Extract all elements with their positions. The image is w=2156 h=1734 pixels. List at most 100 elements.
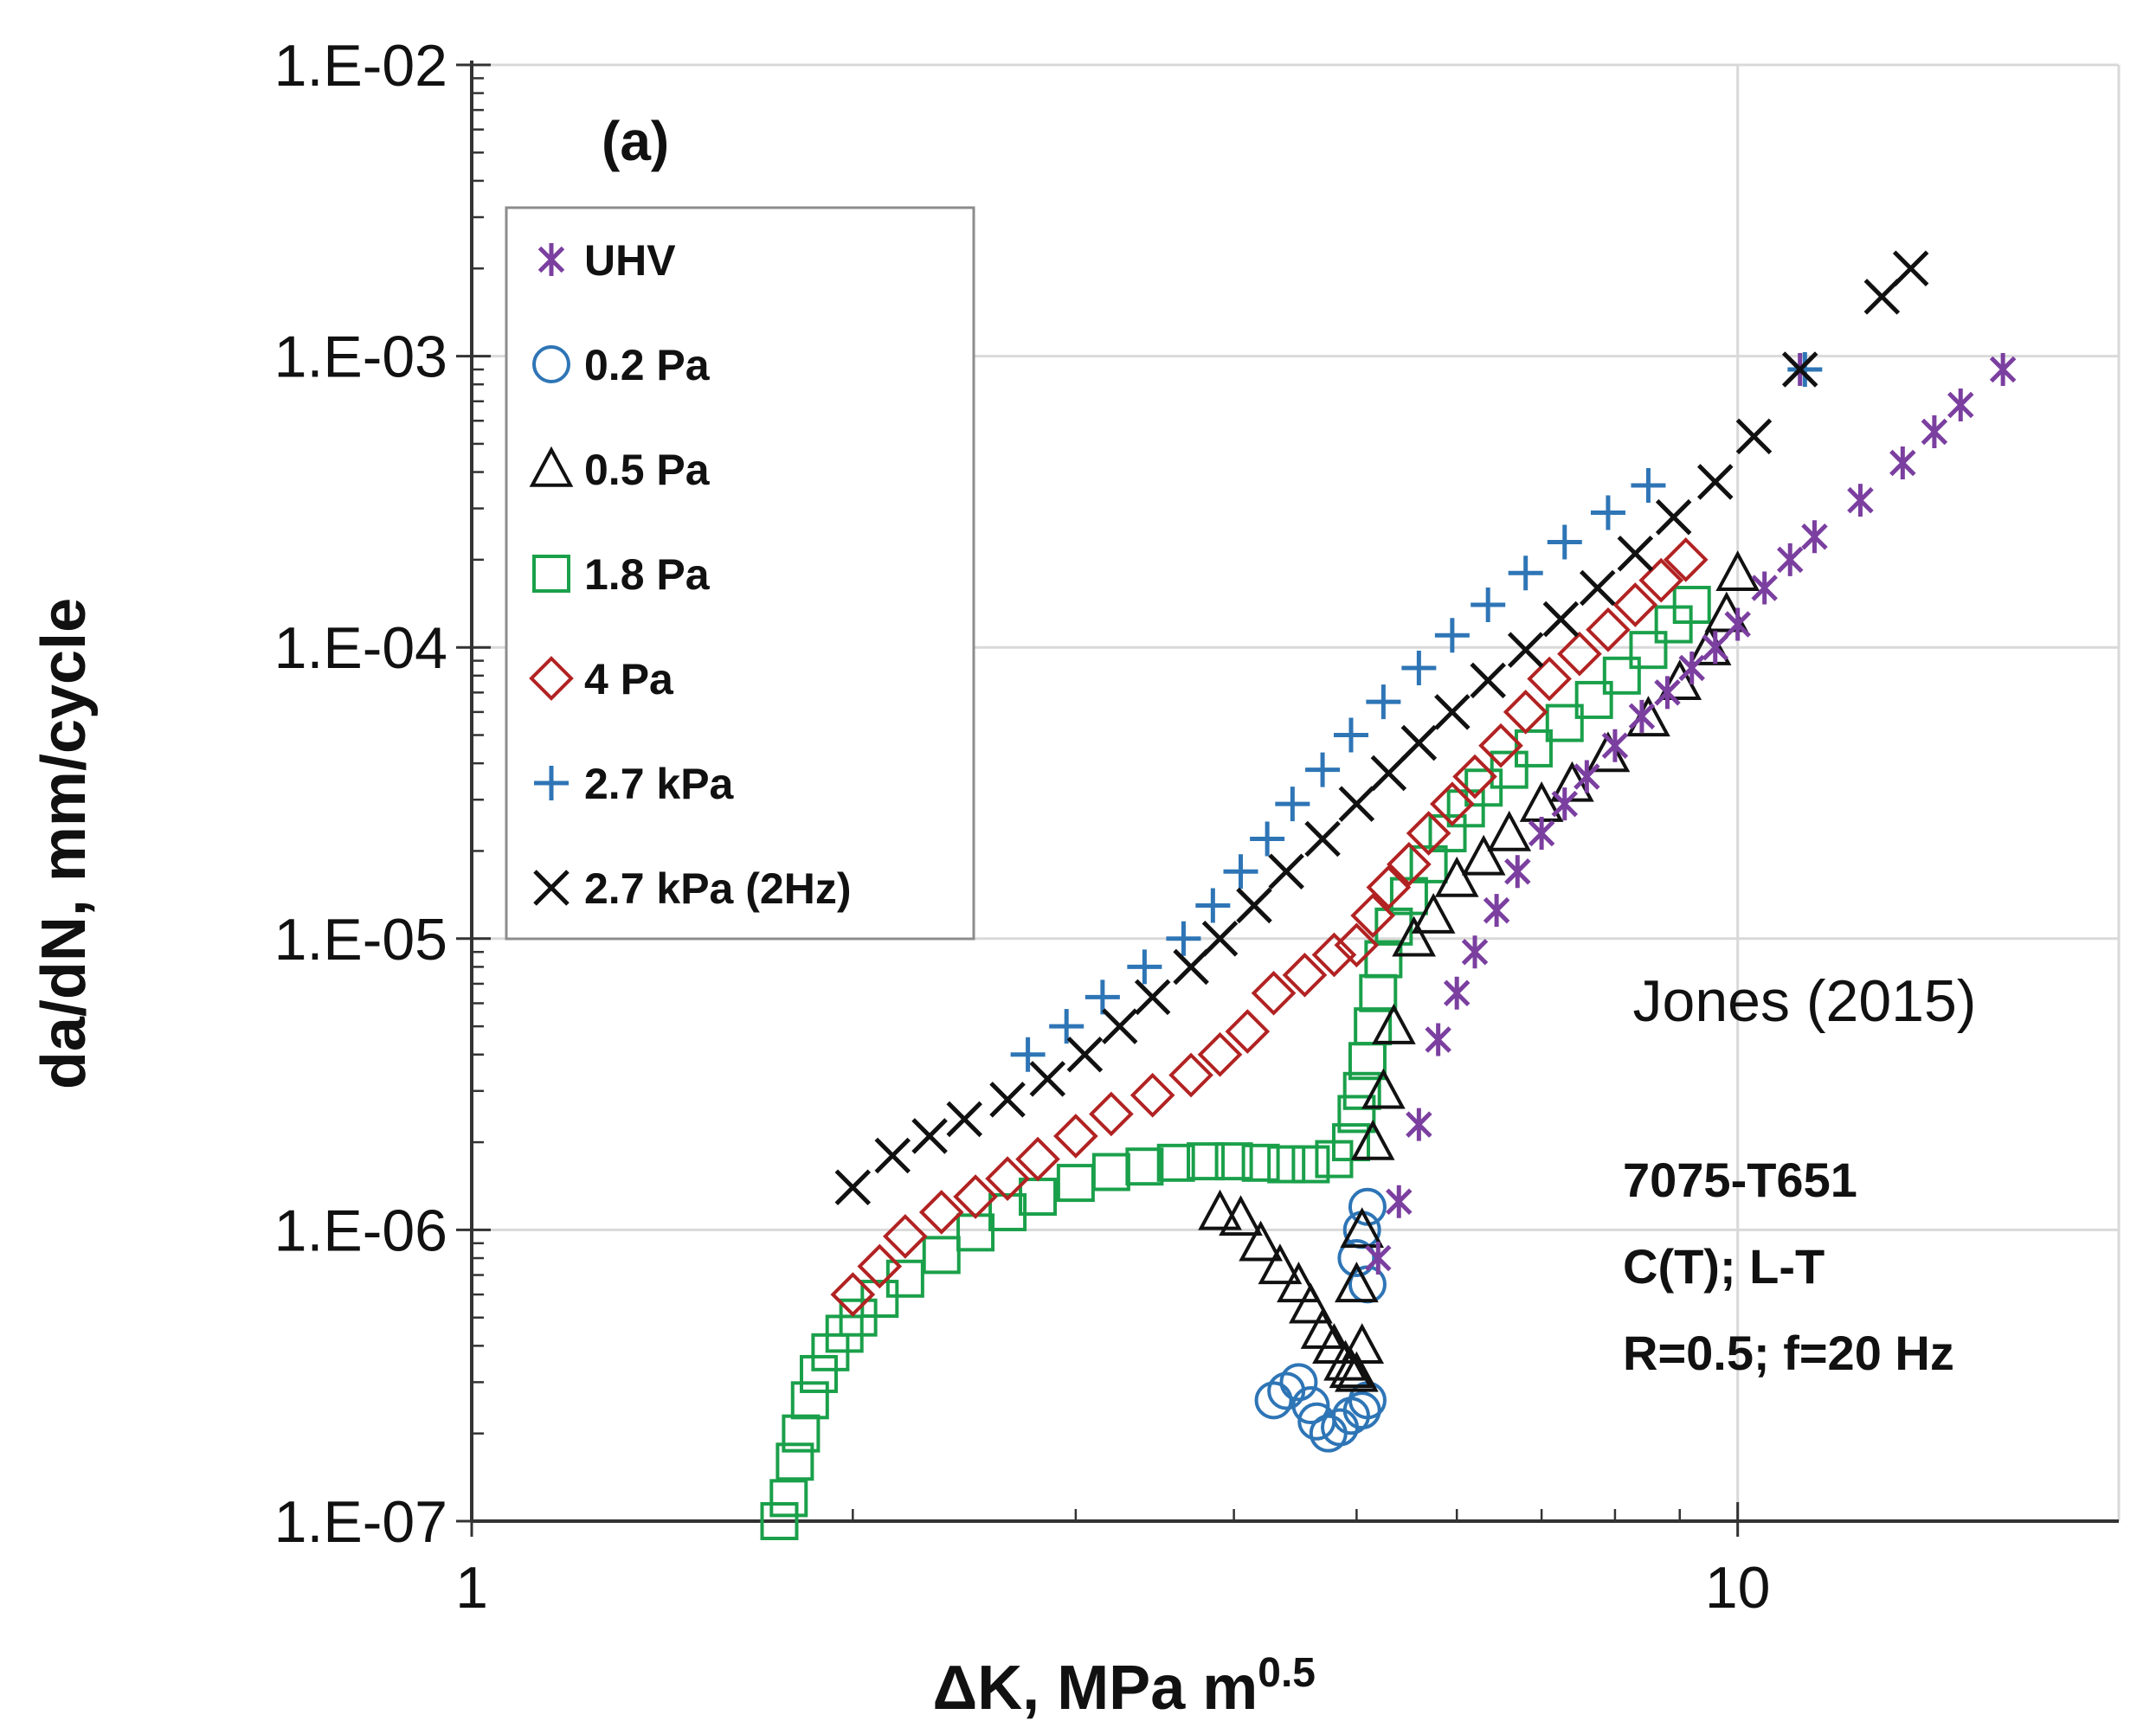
data-point xyxy=(1201,921,1239,957)
data-point xyxy=(989,1082,1026,1118)
data-point xyxy=(1125,1147,1164,1186)
data-point xyxy=(1015,1136,1060,1182)
panel-label: (a) xyxy=(602,110,669,172)
data-point xyxy=(1049,1009,1084,1044)
data-point xyxy=(1527,656,1572,702)
data-point xyxy=(776,1442,814,1481)
specimen-line-1: 7075-T651 xyxy=(1623,1153,1857,1207)
data-point xyxy=(1340,1323,1385,1365)
data-point xyxy=(1279,1363,1318,1402)
y-tick-label: 1.E-03 xyxy=(274,324,447,390)
data-point xyxy=(830,1272,876,1317)
data-point xyxy=(1267,1145,1306,1184)
data-point xyxy=(1574,680,1613,719)
data-point xyxy=(1471,588,1506,623)
legend-entry: 0.2 Pa xyxy=(532,341,711,389)
data-point xyxy=(1197,1031,1243,1077)
data-point xyxy=(1638,557,1684,603)
data-point xyxy=(1392,915,1437,957)
data-point xyxy=(1776,543,1804,576)
specimen-line-2: C(T); L-T xyxy=(1623,1239,1825,1294)
data-point xyxy=(790,1381,829,1420)
data-point xyxy=(1715,550,1760,591)
data-point xyxy=(1483,894,1510,928)
data-point xyxy=(1657,659,1702,701)
data-point xyxy=(1386,1185,1413,1218)
data-point xyxy=(1542,600,1580,638)
data-point xyxy=(1947,388,1974,421)
axis-layer: 1.E-07 1.E-06 1.E-05 1.E-04 1.E-03 1.E-02 1 10 xyxy=(274,33,2119,1621)
series-4-pa xyxy=(830,537,1709,1317)
data-point xyxy=(1892,250,1929,287)
data-point xyxy=(1655,498,1692,536)
data-point xyxy=(1241,1143,1280,1182)
data-point xyxy=(1921,414,1948,448)
data-point xyxy=(1461,834,1506,876)
x-axis-title: ΔK, MPa m0.5 xyxy=(932,1650,1316,1723)
data-point xyxy=(860,1280,899,1319)
data-point xyxy=(1547,524,1582,560)
data-point xyxy=(1628,699,1656,733)
data-point xyxy=(1443,976,1471,1010)
data-point xyxy=(1601,729,1629,762)
legend-label: 0.2 Pa xyxy=(584,341,711,389)
data-point xyxy=(1672,586,1711,625)
data-point xyxy=(1366,864,1412,910)
data-point xyxy=(1586,731,1631,773)
data-point xyxy=(1631,467,1666,503)
data-point xyxy=(1545,703,1584,742)
data-point xyxy=(1365,1242,1392,1275)
data-point xyxy=(1277,1262,1321,1303)
data-point xyxy=(1406,1108,1432,1141)
data-point xyxy=(1198,1189,1242,1230)
data-point xyxy=(1401,650,1437,685)
data-point xyxy=(1503,690,1548,735)
data-point xyxy=(1275,787,1310,822)
source-annotation: Jones (2015) xyxy=(1633,968,1977,1034)
data-point xyxy=(1787,352,1823,388)
data-point xyxy=(1335,1351,1379,1392)
data-point xyxy=(1586,607,1631,652)
data-point xyxy=(1847,484,1874,517)
data-point xyxy=(1340,1207,1385,1249)
data-point xyxy=(1364,940,1403,979)
data-point xyxy=(1487,810,1532,851)
legend-marker xyxy=(532,345,570,383)
legend-label: 2.7 kPa (2Hz) xyxy=(584,864,851,913)
specimen-line-3: R=0.5; f=20 Hz xyxy=(1623,1326,1954,1380)
data-point xyxy=(1801,520,1828,554)
data-point xyxy=(1166,921,1201,956)
legend-entry: 4 Pa xyxy=(529,655,674,703)
legend-label: UHV xyxy=(584,236,676,285)
data-point xyxy=(1187,1142,1226,1181)
data-point xyxy=(1490,750,1529,789)
data-point xyxy=(1602,656,1641,695)
data-point xyxy=(1863,279,1901,315)
data-point xyxy=(1434,856,1479,897)
legend-entry: 1.8 Pa xyxy=(532,550,711,599)
legend-marker xyxy=(529,446,574,487)
data-point xyxy=(1084,979,1120,1015)
data-point xyxy=(1724,607,1751,641)
data-point xyxy=(1225,1009,1271,1054)
data-point xyxy=(918,1190,964,1235)
data-point xyxy=(1029,1061,1066,1097)
data-point xyxy=(1612,582,1658,627)
data-point xyxy=(1663,537,1709,582)
legend-marker xyxy=(533,870,570,906)
data-point xyxy=(800,1354,839,1393)
series-2-7-kpa-2hz xyxy=(834,250,1929,1205)
data-point xyxy=(1478,722,1523,768)
data-point xyxy=(1400,724,1438,761)
data-point xyxy=(1702,631,1729,665)
data-point xyxy=(769,1479,808,1518)
y-tick-label: 1.E-06 xyxy=(274,1198,447,1263)
legend-entries: UHV 0.2 Pa 0.5 Pa 1.8 Pa 4 Pa 2.7 kPa 2.7 kPa … xyxy=(529,236,851,913)
data-point xyxy=(1574,760,1600,793)
data-point xyxy=(883,1214,928,1259)
data-point xyxy=(1337,1095,1376,1134)
data-point xyxy=(1387,842,1432,887)
data-point xyxy=(1311,932,1357,978)
data-point xyxy=(946,1101,982,1138)
data-point xyxy=(1411,892,1456,934)
